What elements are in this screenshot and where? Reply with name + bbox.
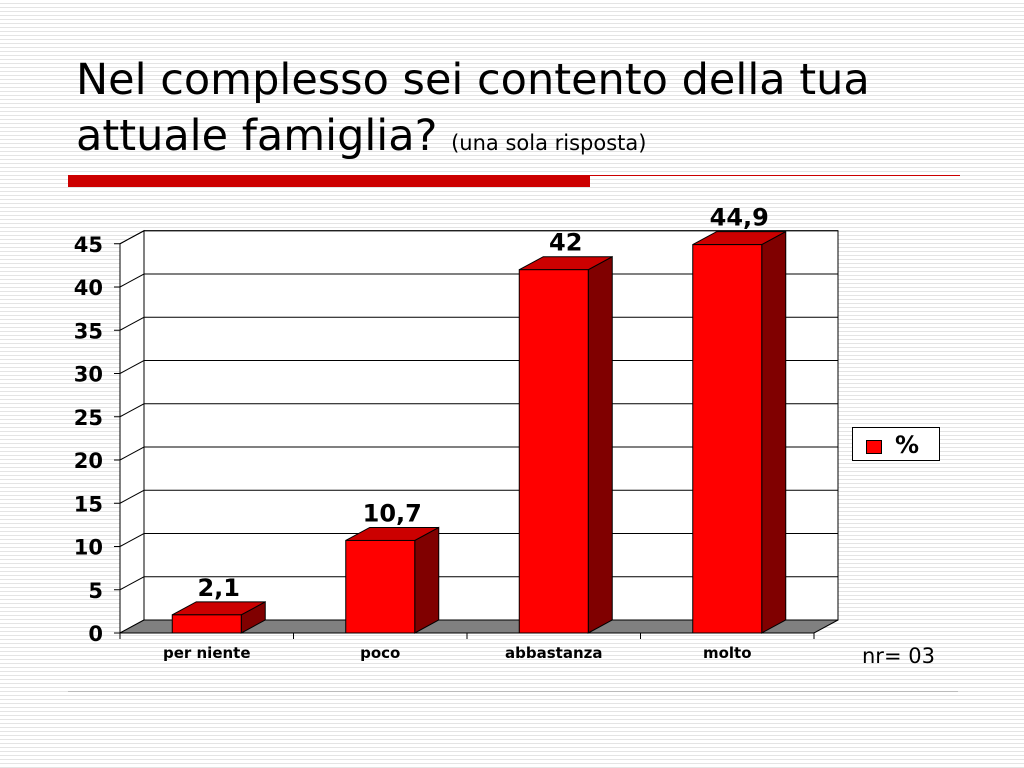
y-tick-label: 45 [74, 233, 103, 257]
bar [345, 539, 416, 634]
bar [171, 614, 242, 634]
bar [692, 244, 763, 634]
data-label: 44,9 [710, 204, 769, 232]
bottom-rule [68, 691, 958, 692]
y-tick-label: 20 [74, 449, 103, 473]
legend-label: % [895, 431, 920, 459]
y-tick-label: 25 [74, 406, 103, 430]
bar-side [587, 255, 613, 634]
y-tick-label: 40 [74, 276, 103, 300]
bar-side [761, 230, 787, 634]
data-label: 2,1 [197, 574, 240, 602]
data-label: 42 [549, 229, 582, 257]
x-tick-label: per niente [163, 644, 251, 662]
data-label: 10,7 [363, 499, 422, 527]
gridline [119, 230, 838, 245]
y-tick-label: 30 [74, 363, 103, 387]
y-tick-label: 10 [74, 536, 103, 560]
y-tick-label: 35 [74, 319, 103, 343]
legend-swatch [866, 440, 882, 454]
sample-note: nr= 03 [862, 644, 935, 668]
x-tick-label: poco [360, 644, 400, 662]
title-rule-thin [590, 175, 960, 176]
title-rule-thick [68, 175, 590, 187]
slide-title-sub: (una sola risposta) [451, 131, 647, 155]
slide-title: Nel complesso sei contento della tua att… [76, 52, 976, 171]
y-tick-label: 5 [88, 579, 103, 603]
x-tick-label: abbastanza [505, 644, 602, 662]
y-tick-label: 15 [74, 492, 103, 516]
slide-title-main: Nel complesso sei contento della tua att… [76, 55, 870, 161]
chart-side-wall [119, 229, 145, 634]
y-tick-label: 0 [88, 622, 103, 646]
bar [518, 269, 589, 634]
bar-side [414, 526, 440, 634]
chart-legend: % [852, 427, 940, 461]
x-tick-label: molto [703, 644, 752, 662]
